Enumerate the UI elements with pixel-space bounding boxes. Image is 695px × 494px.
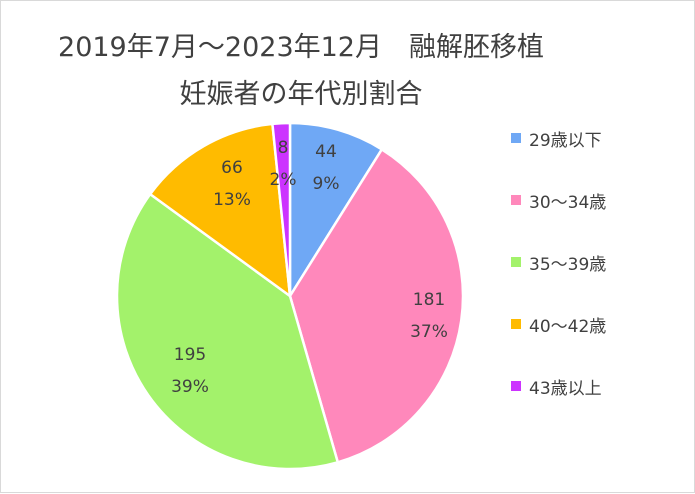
data-label-value-2: 181 [413,290,445,310]
legend-item-4: 40～42歳 [511,314,607,337]
pie-slice-5 [271,121,292,297]
pie-slice-2 [288,147,465,464]
pie-slice-1 [288,121,384,301]
legend-swatch [511,133,521,143]
legend-item-5: 43歳以上 [511,376,602,399]
pie-slice-4 [148,122,292,299]
data-label-value-3: 195 [174,345,206,365]
data-label-percent-3: 39% [171,377,209,397]
legend-label: 43歳以上 [529,378,602,399]
legend-swatch [511,381,521,391]
chart-title: 2019年7月～2023年12月 融解胚移植 [58,32,544,63]
chart-subtitle: 妊娠者の年代別割合 [179,79,423,110]
legend-item-3: 35～39歳 [511,252,607,275]
legend-swatch [511,257,521,267]
legend-label: 35～39歳 [529,254,607,275]
legend-swatch [511,319,521,329]
data-label-percent-5: 2% [270,170,297,190]
data-label-value-1: 44 [315,142,337,162]
legend-label: 30～34歳 [529,192,607,213]
data-label-percent-4: 13% [213,190,251,210]
data-label-percent-1: 9% [313,174,340,194]
chart-legend: 29歳以下 30～34歳 35～39歳 40～42歳 43歳以上 [511,1,691,494]
legend-swatch [511,195,521,205]
legend-item-2: 30～34歳 [511,190,607,213]
pie-slice-3 [115,192,340,471]
legend-item-1: 29歳以下 [511,128,602,151]
legend-label: 40～42歳 [529,316,607,337]
data-label-value-5: 8 [278,138,289,158]
legend-label: 29歳以下 [529,130,602,151]
data-label-percent-2: 37% [410,322,448,342]
data-label-value-4: 66 [221,158,243,178]
